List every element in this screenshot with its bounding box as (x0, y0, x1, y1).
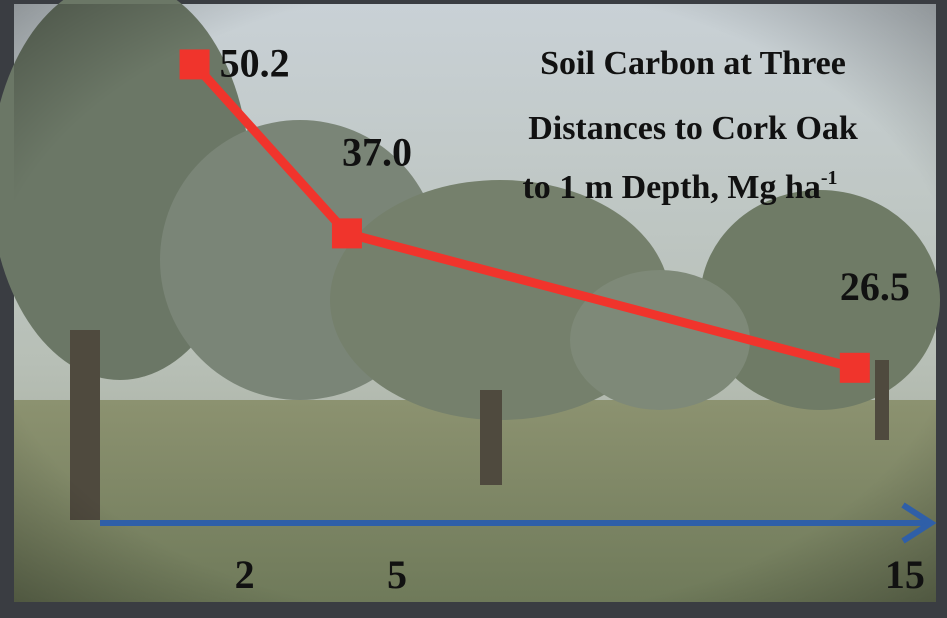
x-tick-label: 2 (235, 552, 255, 597)
x-axis-arrow (901, 502, 937, 544)
data-label: 26.5 (840, 264, 910, 309)
data-label: 50.2 (220, 40, 290, 85)
title-line: to 1 m Depth, Mg ha-1 (522, 167, 837, 206)
title-line: Distances to Cork Oak (528, 110, 858, 147)
data-point (331, 218, 362, 249)
x-tick-label: 15 (885, 552, 925, 597)
title-superscript: -1 (821, 167, 838, 189)
chart-title: Soil Carbon at Three Distances to Cork O… (522, 45, 857, 206)
x-tick-label: 5 (387, 552, 407, 597)
background-photo (0, 0, 940, 602)
data-point (179, 49, 210, 80)
title-line: Soil Carbon at Three (540, 45, 846, 82)
data-point (839, 352, 870, 383)
title-text: to 1 m Depth, Mg ha (522, 169, 820, 206)
data-label: 37.0 (342, 129, 412, 174)
